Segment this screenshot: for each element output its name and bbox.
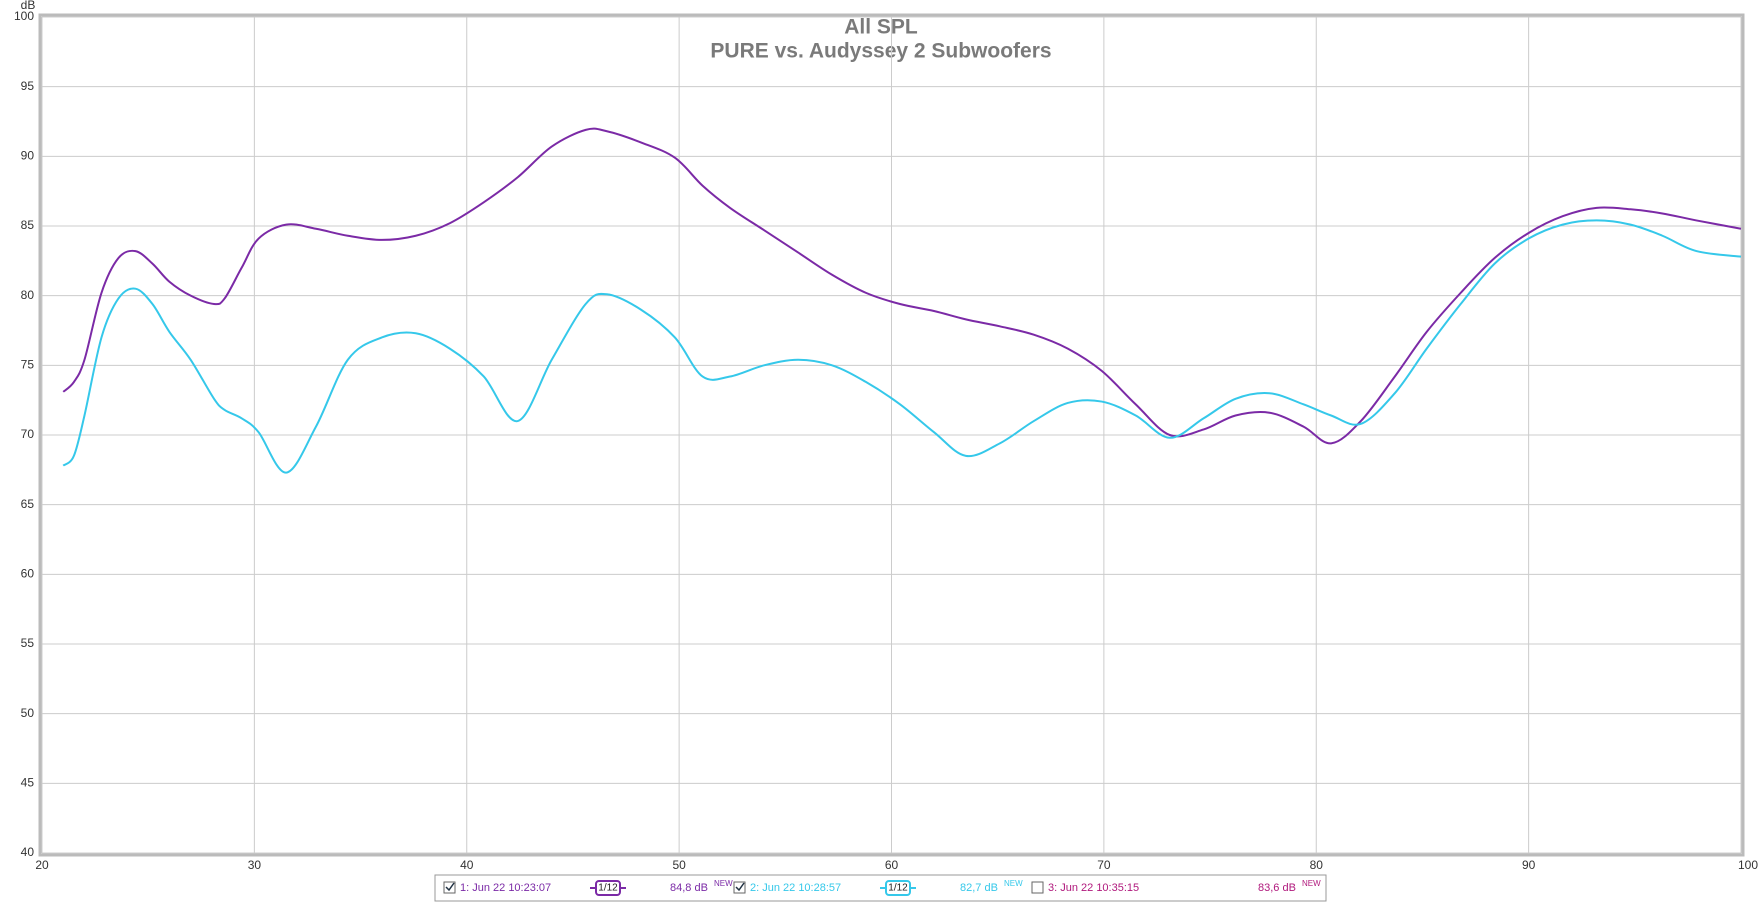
legend-checkbox — [443, 881, 456, 894]
series-line — [62, 127, 1742, 445]
legend-check — [735, 882, 745, 892]
y-tick-label: 95 — [21, 79, 35, 93]
chart-title: All SPL — [844, 16, 918, 39]
legend-label: 2: Jun 22 10:28:57 — [750, 882, 841, 894]
legend-level-tag: NEW — [1004, 879, 1023, 888]
legend-item: 2: Jun 22 10:28:57 1/12 82,7 dB NEW — [733, 879, 1023, 896]
legend-smoothing-box — [595, 880, 621, 896]
y-tick-label: 85 — [21, 218, 35, 232]
x-tick-label: 100 Hz — [1738, 858, 1762, 872]
legend-smoothing: 1/12 — [888, 883, 908, 894]
x-tick-label: 30 — [248, 858, 262, 872]
x-tick-label: 90 — [1522, 858, 1536, 872]
y-tick-label: 70 — [21, 427, 35, 441]
legend-checkbox — [1031, 881, 1044, 894]
plot-frame — [38, 13, 1745, 857]
x-tick-label: 20 — [35, 858, 49, 872]
y-tick-label: 80 — [21, 288, 35, 302]
y-tick-label: 90 — [21, 149, 35, 163]
legend-level: 83,6 dB — [1258, 882, 1296, 894]
series-line — [62, 219, 1742, 474]
legend-level-tag: NEW — [714, 879, 733, 888]
legend-level-tag: NEW — [1302, 879, 1321, 888]
legend-item: 1: Jun 22 10:23:07 1/12 84,8 dB NEW — [443, 879, 733, 896]
legend-smoothing-box — [885, 880, 911, 896]
y-tick-label: 75 — [21, 358, 35, 372]
legend-label: 3: Jun 22 10:35:15 — [1048, 882, 1139, 894]
legend-label: 1: Jun 22 10:23:07 — [460, 882, 551, 894]
y-axis-label: dB — [21, 0, 36, 12]
legend-level: 84,8 dB — [670, 882, 708, 894]
chart-subtitle: PURE vs. Audyssey 2 Subwoofers — [710, 40, 1051, 63]
y-tick-label: 65 — [21, 497, 35, 511]
legend-level: 82,7 dB — [960, 882, 998, 894]
y-tick-label: 45 — [21, 776, 35, 790]
y-tick-label: 55 — [21, 636, 35, 650]
x-tick-label: 50 — [672, 858, 686, 872]
x-tick-label: 80 — [1310, 858, 1324, 872]
x-tick-label: 60 — [885, 858, 899, 872]
legend-smoothing: 1/12 — [598, 883, 618, 894]
y-tick-label: 100 — [14, 9, 34, 23]
y-tick-label: 50 — [21, 706, 35, 720]
legend-checkbox — [733, 881, 746, 894]
legend-item: 3: Jun 22 10:35:15 83,6 dB NEW — [1031, 879, 1321, 894]
x-tick-label: 40 — [460, 858, 474, 872]
y-tick-label: 60 — [21, 567, 35, 581]
legend-check — [445, 882, 455, 892]
x-tick-label: 70 — [1097, 858, 1111, 872]
y-tick-label: 40 — [21, 845, 35, 859]
